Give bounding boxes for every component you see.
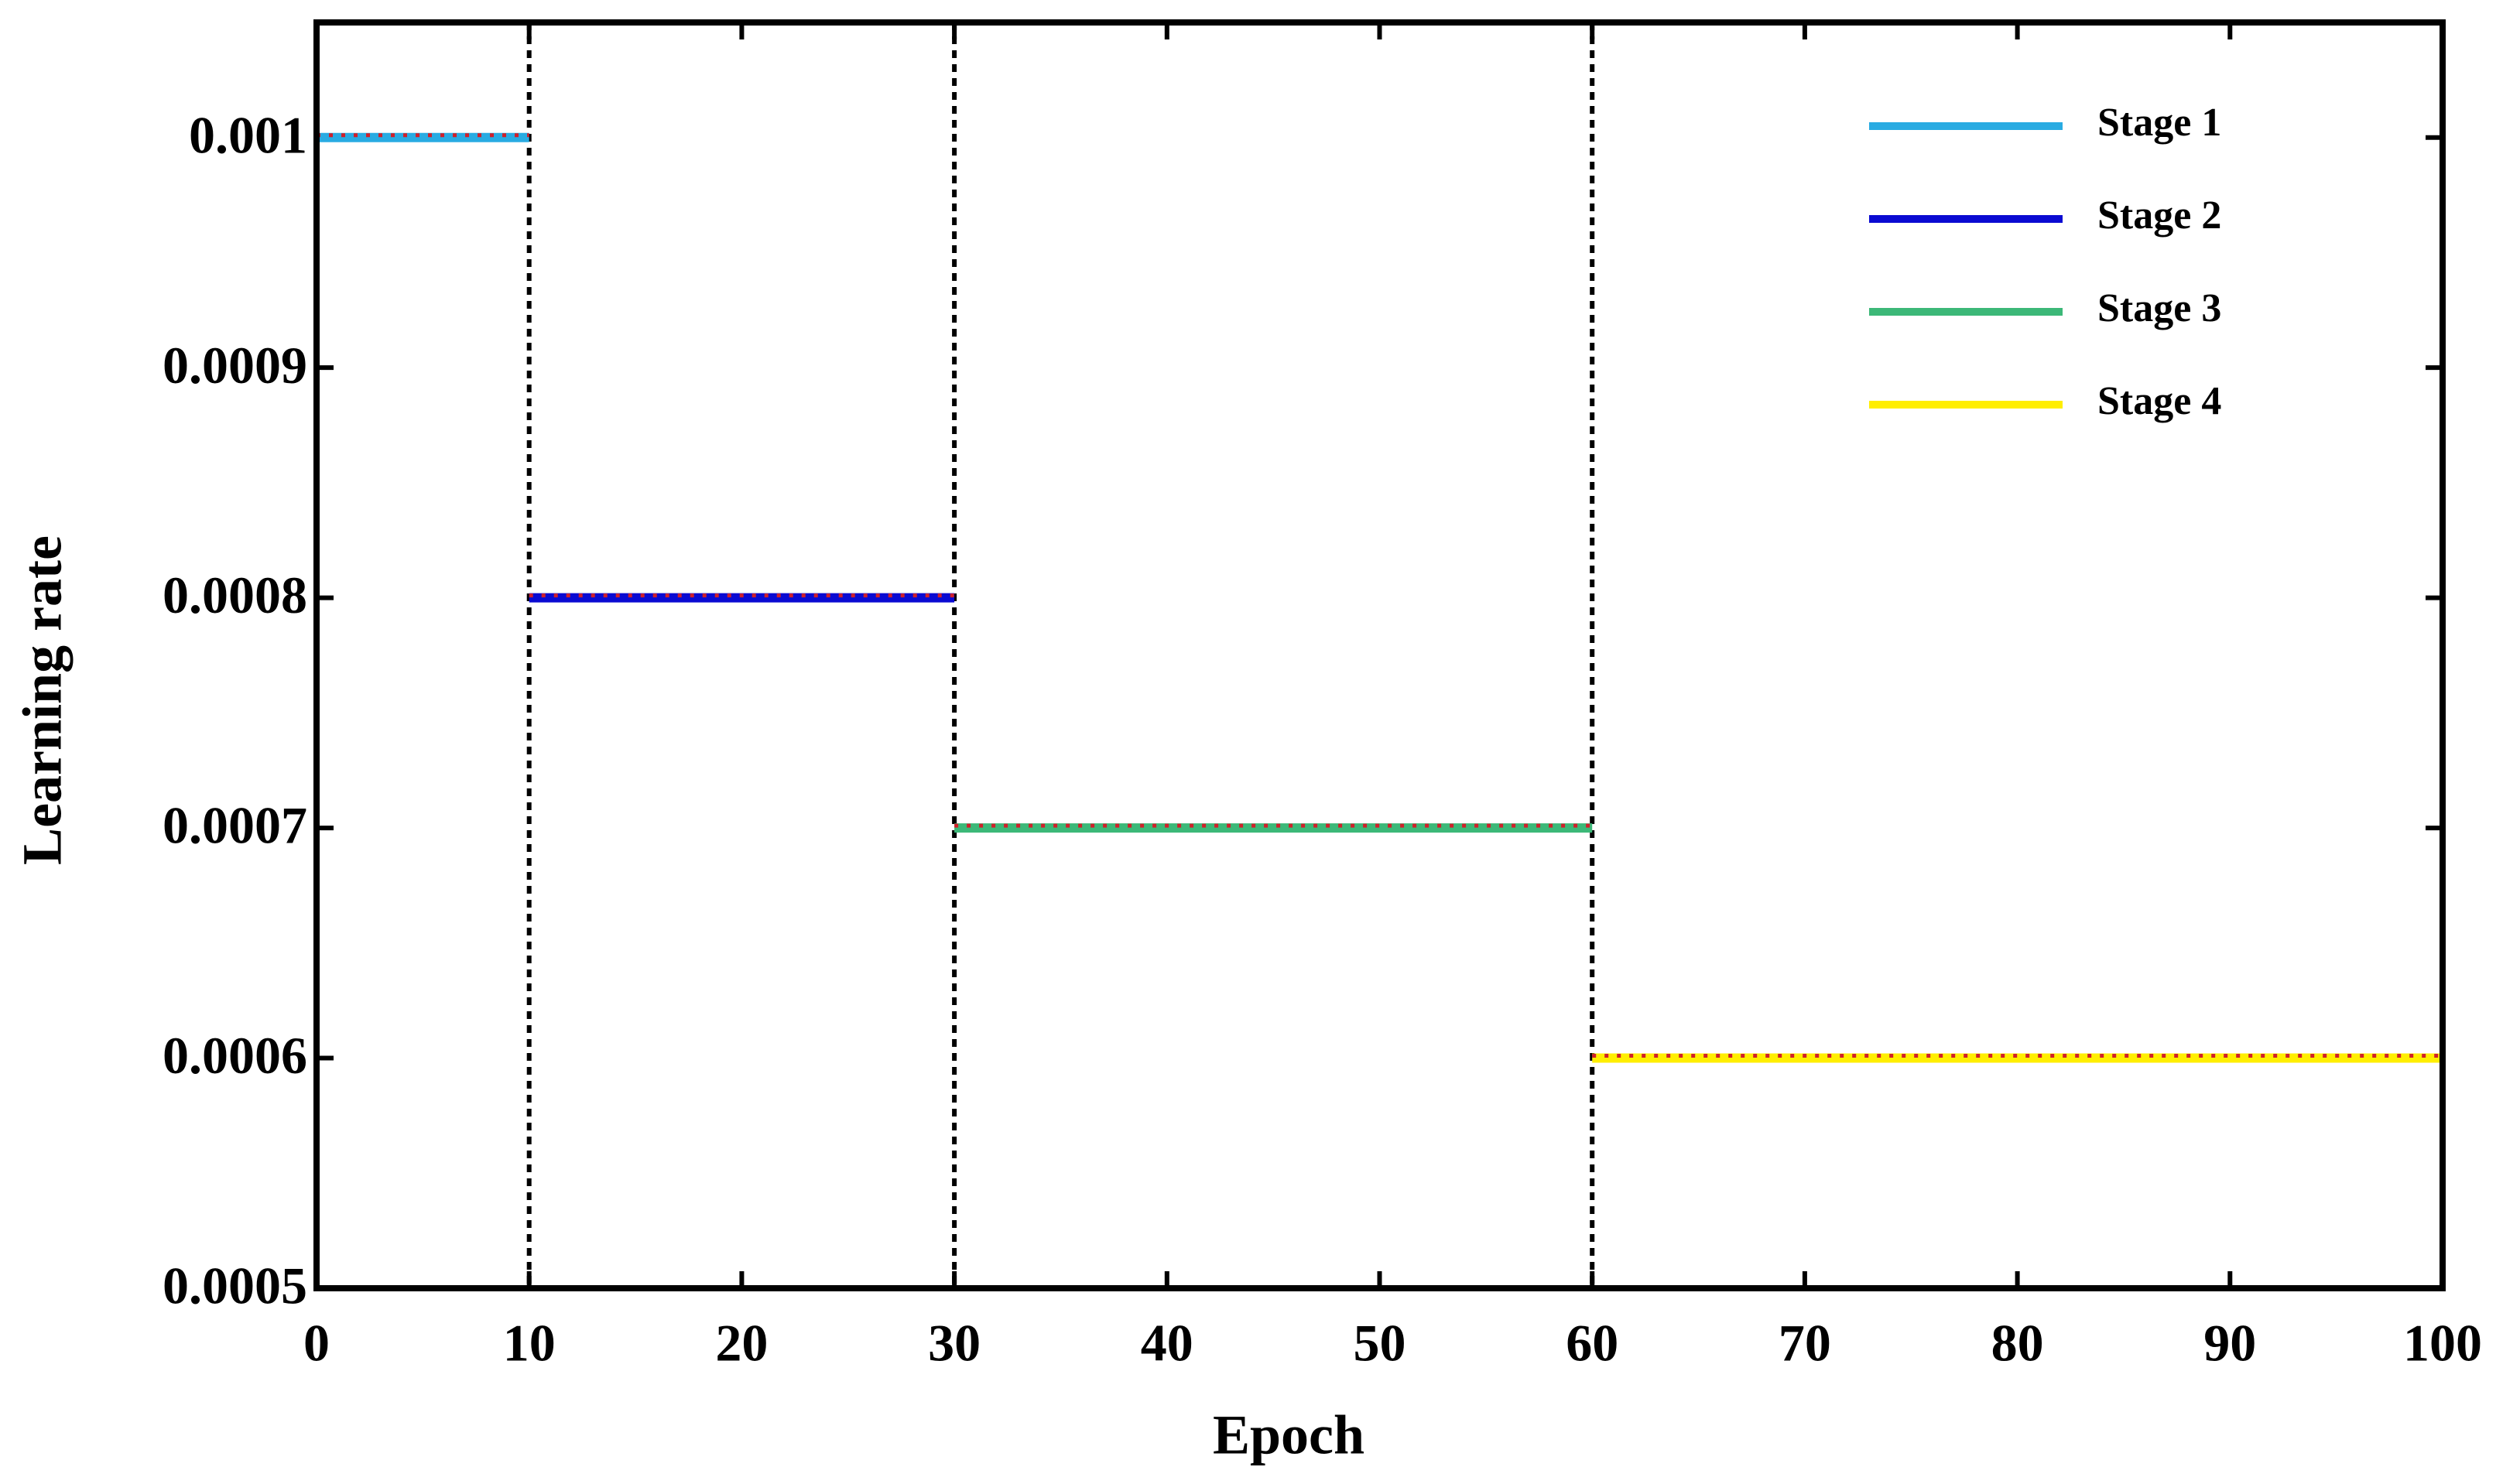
x-tick-label: 20 — [715, 1314, 768, 1373]
y-tick-label: 0.0007 — [163, 796, 307, 855]
y-tick-label: 0.0005 — [163, 1257, 307, 1315]
x-tick-label: 0 — [303, 1314, 330, 1373]
x-tick-label: 10 — [503, 1314, 556, 1373]
x-tick-label: 50 — [1354, 1314, 1406, 1373]
x-axis-label: Epoch — [1213, 1404, 1364, 1466]
legend-label: Stage 1 — [2097, 101, 2221, 145]
x-tick-label: 70 — [1779, 1314, 1831, 1373]
plot-frame — [313, 19, 2446, 1291]
x-tick-label: 90 — [2203, 1314, 2256, 1373]
x-tick-label: 30 — [928, 1314, 981, 1373]
legend-label: Stage 3 — [2097, 286, 2221, 330]
x-tick-label: 80 — [1991, 1314, 2044, 1373]
legend-label: Stage 2 — [2097, 193, 2221, 238]
y-axis-label: Learning rate — [12, 535, 74, 865]
x-tick-label: 40 — [1141, 1314, 1193, 1373]
y-tick-label: 0.0006 — [163, 1026, 307, 1085]
y-tick-label: 0.0009 — [163, 336, 307, 395]
y-tick-label: 0.001 — [189, 105, 307, 164]
x-tick-label: 100 — [2403, 1314, 2482, 1373]
y-tick-label: 0.0008 — [163, 566, 307, 624]
x-tick-label: 60 — [1566, 1314, 1618, 1373]
legend-label: Stage 4 — [2097, 379, 2221, 423]
